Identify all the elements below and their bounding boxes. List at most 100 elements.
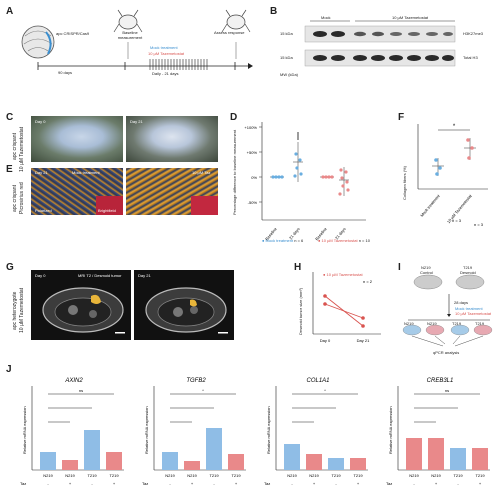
- panel-label-f: F: [398, 112, 405, 123]
- j-gene-3: COL1A1: [306, 378, 329, 384]
- i-dish1: N219: [421, 265, 431, 270]
- mri-day21: [134, 270, 234, 340]
- i-dish1-sub: Control: [420, 270, 433, 275]
- j-xtick-4-2: N219: [431, 473, 441, 478]
- j-xtick-1-4: T219: [109, 473, 119, 478]
- j-taz-sign-4-4: +: [479, 481, 482, 486]
- baseline-label: Baseline measurement: [117, 30, 143, 40]
- panel-label-b: B: [270, 6, 278, 17]
- j-xtick-3-1: N219: [287, 473, 297, 478]
- j-xtick-3-4: T219: [353, 473, 363, 478]
- d-legend-mock: ● Mock treatment n = 6: [262, 238, 304, 243]
- mri-day21-label: Day 21: [138, 273, 151, 278]
- j-sig-4: ns: [445, 388, 449, 393]
- j-gene-4: CREB3L1: [427, 378, 454, 384]
- f-xtick-1: Mock treatment: [419, 193, 441, 218]
- panel-g-side-1: apc heterozygote: [12, 291, 18, 330]
- assess-label: Assess response: [214, 30, 245, 35]
- d-ytick-2: +50%: [247, 150, 258, 155]
- panel-label-i: I: [398, 262, 401, 273]
- panel-j-chart-col1a1: COL1A1 Relative mRNA expression * N219 N…: [264, 378, 368, 486]
- i-group-3: T219: [452, 321, 462, 326]
- j-ylabel-4: Relative mRNA expression: [388, 406, 393, 454]
- i-assay: qPCR analysis: [433, 350, 460, 355]
- j-taz-3: Taz: [264, 481, 270, 486]
- j-gene-2: TGFB2: [186, 378, 206, 384]
- j-taz-1: Taz: [20, 481, 26, 486]
- panel-e-side-1: apc crispant: [12, 185, 18, 212]
- frog-icon: [113, 9, 143, 33]
- j-xtick-2-1: N219: [165, 473, 175, 478]
- i-group-1: N219: [404, 321, 414, 326]
- frog-icon: [221, 9, 251, 33]
- picrosirius-mock-inset: [96, 196, 123, 215]
- western-blot: [304, 20, 456, 67]
- blot-kda-1: 15 kDa: [280, 31, 293, 36]
- treatment-title: Mock treatment: [150, 45, 178, 50]
- panel-j-chart-tgfb2: TGFB2 Relative mRNA expression * N219 N2…: [142, 378, 246, 486]
- d-ytick-3: 0%: [251, 175, 257, 180]
- j-taz-sign-2-4: +: [235, 481, 238, 486]
- j-taz-sign-2-1: -: [169, 481, 171, 486]
- panel-a-schematic: [21, 9, 253, 70]
- i-dish2-sub: Desmoid: [460, 270, 476, 275]
- blot-band-total-h3: Total H3: [463, 55, 478, 60]
- j-xtick-4-1: N219: [409, 473, 419, 478]
- j-taz-4: Taz: [386, 481, 392, 486]
- j-taz-sign-3-4: +: [357, 481, 360, 486]
- j-taz-2: Taz: [142, 481, 148, 486]
- panel-e-side-2: Picrosirius red: [19, 182, 25, 214]
- panel-f-ylabel: Collagen fibers (%): [402, 165, 407, 200]
- i-group-4: T219: [475, 321, 485, 326]
- panel-c-side-2: 10 µM Tazemetostat: [19, 126, 25, 172]
- blot-mw: MW (kDa): [280, 72, 298, 77]
- panel-h-ylabel: Desmoid tumor size (mm²): [298, 287, 303, 335]
- treatment-sub: 10 µM Tazemetostat: [148, 51, 185, 56]
- f-n-1: n = 3: [452, 218, 462, 223]
- j-taz-sign-1-1: -: [47, 481, 49, 486]
- j-sig-1: ns: [79, 388, 83, 393]
- j-taz-sign-2-3: -: [213, 481, 215, 486]
- i-treat2: 10 µM Tazemetostat: [455, 311, 492, 316]
- j-xtick-4-3: T219: [453, 473, 463, 478]
- j-xtick-1-1: N219: [43, 473, 53, 478]
- blot-kda-2: 15 kDa: [280, 55, 293, 60]
- embryo-label: apc CRISPR/Cas9: [56, 31, 90, 36]
- j-xtick-2-4: T219: [231, 473, 241, 478]
- j-sig-2: *: [202, 388, 204, 393]
- j-taz-sign-4-3: -: [457, 481, 459, 486]
- tumor-photo-day0-label: Day 0: [35, 119, 46, 124]
- j-taz-sign-1-4: +: [113, 481, 116, 486]
- blot-band-h3k27me3: H3K27me3: [463, 31, 484, 36]
- j-ylabel-3: Relative mRNA expression: [266, 406, 271, 454]
- blot-col-mock: Mock: [321, 15, 331, 20]
- picrosirius-taz-label: 10 µM Taz: [192, 170, 211, 175]
- panel-d-ylabel: Percentage difference to baseline measur…: [232, 129, 237, 215]
- f-n-2: n = 3: [474, 222, 484, 227]
- panel-g-side-2: 10 µM Tazemetostat: [19, 287, 25, 333]
- daily-label: Daily - 21 days: [152, 71, 179, 76]
- blot-col-taz: 10 µM Tazemetostat: [392, 15, 429, 20]
- panel-j-chart-creb3l1: CREB3L1 Relative mRNA expression ns N219…: [386, 378, 490, 486]
- h-xtick-1: Day 0: [320, 338, 331, 343]
- j-xtick-3-3: T219: [331, 473, 341, 478]
- tumor-photo-day21-label: Day 21: [130, 119, 143, 124]
- panel-label-e: E: [6, 164, 13, 175]
- picrosirius-mock-label: Mock treatment: [72, 170, 100, 175]
- tumor-photo-day0: [31, 116, 123, 162]
- panel-h-chart: ● 10 µM Tazemetostat n = 2 Day 0 Day 21: [312, 272, 381, 343]
- panel-d-chart: +100% +50% 0% -50% Baseline 21 days Base…: [244, 122, 366, 241]
- mri-day0-sub: MRI T2 / Desmoid tumor: [78, 273, 122, 278]
- f-sig: *: [453, 124, 456, 130]
- mri-day0: [31, 270, 131, 340]
- j-xtick-4-4: T219: [475, 473, 485, 478]
- j-ylabel-1: Relative mRNA expression: [22, 406, 27, 454]
- panel-label-a: A: [6, 6, 14, 17]
- h-n: n = 2: [363, 279, 373, 284]
- j-xtick-1-3: T219: [87, 473, 97, 478]
- d-ytick-4: -50%: [248, 200, 258, 205]
- i-dish2: T219: [463, 265, 473, 270]
- i-group-2: N219: [427, 321, 437, 326]
- tumor-photo-day21: [126, 116, 218, 162]
- j-xtick-3-2: N219: [309, 473, 319, 478]
